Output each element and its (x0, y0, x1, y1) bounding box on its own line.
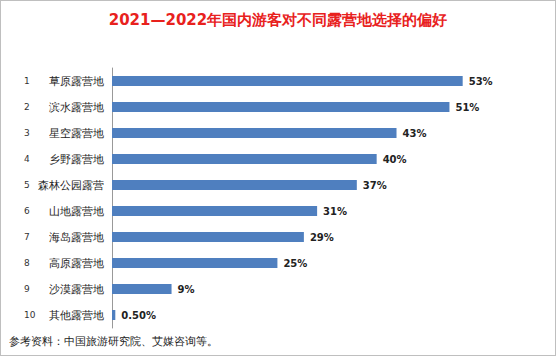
svg-text:2: 2 (24, 102, 30, 112)
svg-text:43%: 43% (403, 128, 427, 139)
svg-text:星空露营地: 星空露营地 (49, 127, 104, 140)
svg-text:3: 3 (24, 128, 30, 138)
svg-text:29%: 29% (310, 232, 334, 243)
svg-text:滨水露营地: 滨水露营地 (49, 101, 104, 114)
svg-text:51%: 51% (455, 102, 479, 113)
svg-text:10: 10 (24, 310, 36, 320)
svg-text:9%: 9% (178, 284, 195, 295)
svg-text:山地露营地: 山地露营地 (49, 205, 104, 218)
svg-text:参考资料：中国旅游研究院、艾媒咨询等。: 参考资料：中国旅游研究院、艾媒咨询等。 (9, 335, 218, 348)
svg-text:4: 4 (24, 154, 30, 164)
svg-text:其他露营地: 其他露营地 (49, 309, 104, 322)
svg-text:53%: 53% (469, 76, 493, 87)
svg-text:1: 1 (24, 76, 30, 86)
svg-text:8: 8 (24, 258, 30, 268)
svg-text:沙漠露营地: 沙漠露营地 (49, 283, 104, 296)
svg-text:高原露营地: 高原露营地 (49, 257, 104, 270)
svg-text:25%: 25% (283, 258, 307, 269)
svg-text:40%: 40% (383, 154, 407, 165)
svg-text:6: 6 (24, 206, 30, 216)
svg-text:0.50%: 0.50% (121, 310, 156, 321)
svg-text:海岛露营地: 海岛露营地 (49, 231, 104, 244)
svg-text:乡野露营地: 乡野露营地 (49, 153, 104, 166)
svg-text:31%: 31% (323, 206, 347, 217)
svg-text:7: 7 (24, 232, 30, 242)
svg-text:2021—2022年国内游客对不同露营地选择的偏好: 2021—2022年国内游客对不同露营地选择的偏好 (109, 11, 448, 29)
svg-text:森林公园露营: 森林公园露营 (38, 179, 104, 192)
svg-text:9: 9 (24, 284, 30, 294)
svg-text:草原露营地: 草原露营地 (49, 75, 104, 88)
svg-text:37%: 37% (363, 180, 387, 191)
svg-text:5: 5 (24, 180, 30, 190)
